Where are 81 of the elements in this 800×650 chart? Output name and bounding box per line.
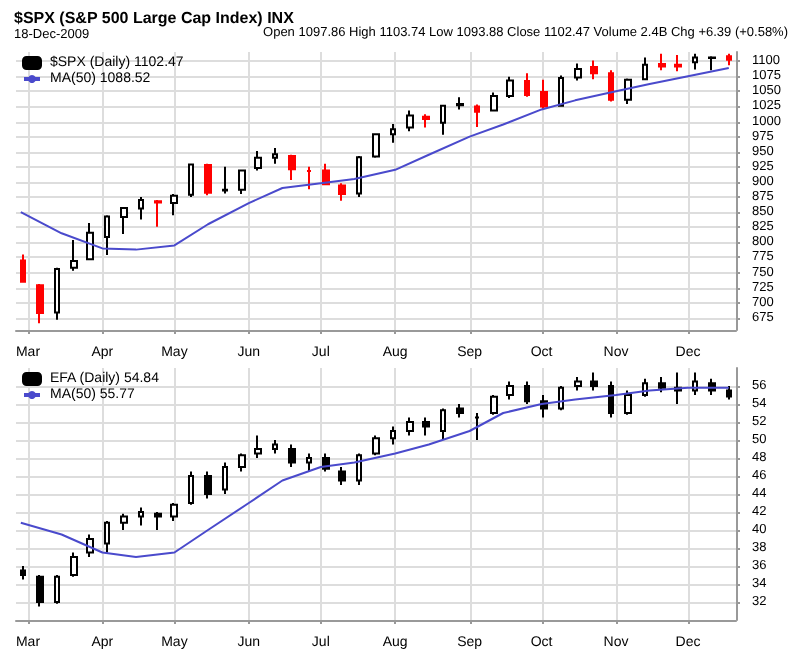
candlestick	[36, 574, 44, 608]
candlestick	[624, 389, 632, 416]
candlestick	[70, 238, 78, 272]
candlestick	[170, 502, 178, 522]
candlestick	[338, 182, 346, 202]
candlestick	[490, 394, 498, 416]
candlestick	[238, 452, 246, 473]
candlestick	[422, 113, 430, 129]
candlestick	[692, 52, 698, 71]
candlestick	[726, 52, 732, 67]
candlestick	[390, 122, 396, 144]
candlestick	[422, 416, 430, 437]
candlestick	[254, 434, 262, 459]
candlestick	[608, 380, 614, 419]
candlestick	[474, 412, 480, 441]
candlestick	[658, 52, 666, 72]
candlestick	[372, 133, 380, 159]
candlestick	[524, 380, 530, 405]
candlestick	[474, 103, 480, 128]
candlestick	[506, 380, 514, 401]
candlestick	[188, 162, 194, 199]
candlestick	[608, 69, 614, 103]
candlestick	[86, 222, 94, 261]
candlestick	[272, 439, 278, 455]
candlestick	[306, 452, 312, 473]
line-series	[19, 386, 730, 558]
candlestick	[154, 199, 162, 228]
candlestick	[204, 470, 212, 500]
candlestick	[170, 193, 178, 217]
chart-title: $SPX (S&P 500 Large Cap Index) INX	[14, 9, 296, 27]
candlestick	[624, 77, 632, 105]
candlestick	[238, 168, 246, 196]
candlestick	[120, 206, 128, 235]
candlestick	[306, 165, 312, 191]
candlestick	[524, 72, 530, 98]
candlestick	[20, 565, 26, 581]
candlestick	[138, 506, 144, 527]
candlestick	[574, 62, 582, 82]
candlestick	[540, 78, 548, 111]
candlestick	[708, 55, 716, 72]
candlestick	[356, 452, 362, 486]
candlestick	[590, 59, 598, 81]
candlestick	[456, 96, 464, 111]
candlestick	[204, 162, 212, 197]
candlestick	[54, 266, 60, 321]
candlestick	[70, 551, 78, 578]
candlestick	[590, 371, 598, 392]
candlestick	[642, 56, 648, 81]
candlestick	[558, 74, 564, 108]
candlestick	[104, 520, 110, 554]
candlestick	[674, 54, 682, 73]
candlestick	[506, 75, 514, 99]
candlestick	[456, 403, 464, 419]
candlestick	[406, 416, 414, 437]
candlestick	[54, 574, 60, 605]
candlestick	[490, 91, 498, 113]
candlestick	[272, 147, 278, 165]
candlestick	[288, 153, 296, 182]
candlestick	[558, 385, 564, 412]
candlestick	[574, 376, 582, 392]
candlestick	[658, 376, 666, 394]
candlestick	[390, 425, 396, 446]
candlestick	[36, 283, 44, 325]
candlestick	[288, 443, 296, 468]
candlestick	[254, 150, 262, 172]
line-series	[19, 67, 730, 251]
candlestick	[138, 196, 144, 221]
candlestick	[20, 253, 26, 283]
candlestick	[440, 407, 446, 441]
candlestick	[338, 466, 346, 486]
candlestick	[222, 165, 228, 195]
candlestick	[120, 512, 128, 531]
candlestick	[188, 470, 194, 506]
candlestick	[104, 214, 110, 257]
candlestick	[440, 104, 446, 136]
candlestick	[372, 434, 380, 457]
candlestick	[154, 511, 162, 531]
candlestick	[356, 154, 362, 199]
candlestick	[222, 461, 228, 495]
candlestick	[726, 385, 732, 401]
candlestick	[406, 109, 414, 133]
